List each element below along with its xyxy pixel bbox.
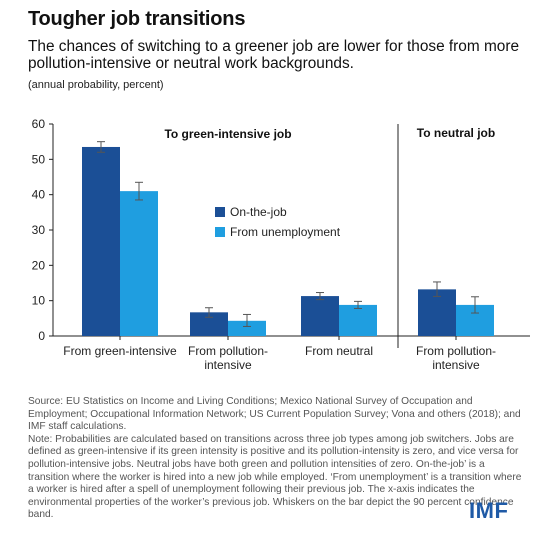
y-tick-label: 50 xyxy=(32,152,46,166)
legend-label: On-the-job xyxy=(230,205,287,219)
y-tick-label: 60 xyxy=(32,117,46,131)
panel-label: To neutral job xyxy=(417,126,495,140)
chart-subtitle: The chances of switching to a greener jo… xyxy=(28,38,520,72)
x-tick-label: From green-intensive xyxy=(63,344,177,358)
x-tick-label: intensive xyxy=(204,358,252,372)
bar xyxy=(339,304,377,336)
bar xyxy=(82,146,120,336)
y-tick-label: 0 xyxy=(38,329,45,343)
y-tick-label: 10 xyxy=(32,294,46,308)
note-text: Note: Probabilities are calculated based… xyxy=(28,433,522,521)
bar xyxy=(228,320,266,336)
y-tick-label: 40 xyxy=(32,188,46,202)
source-notes: Source: EU Statistics on Income and Livi… xyxy=(28,396,528,522)
y-tick-label: 30 xyxy=(32,223,46,237)
x-tick-label: From neutral xyxy=(305,344,373,358)
x-tick-label: From pollution- xyxy=(416,344,496,358)
bar xyxy=(418,289,456,336)
panel-label: To green-intensive job xyxy=(164,127,291,141)
bar xyxy=(301,296,339,336)
unit-label: (annual probability, percent) xyxy=(28,79,164,91)
y-tick-label: 20 xyxy=(32,258,46,272)
legend-swatch xyxy=(215,227,225,237)
chart-title: Tougher job transitions xyxy=(28,8,246,30)
legend-label: From unemployment xyxy=(230,225,341,239)
x-tick-label: From pollution- xyxy=(188,344,268,358)
bar-chart: 0 10 20 30 40 50 60 From green-intensive From po… xyxy=(32,117,530,372)
x-tick-label: intensive xyxy=(432,358,480,372)
imf-logo: IMF xyxy=(469,498,509,523)
source-text: Source: EU Statistics on Income and Livi… xyxy=(28,396,521,433)
legend-swatch xyxy=(215,207,225,217)
bar xyxy=(190,312,228,336)
bar xyxy=(120,191,158,336)
